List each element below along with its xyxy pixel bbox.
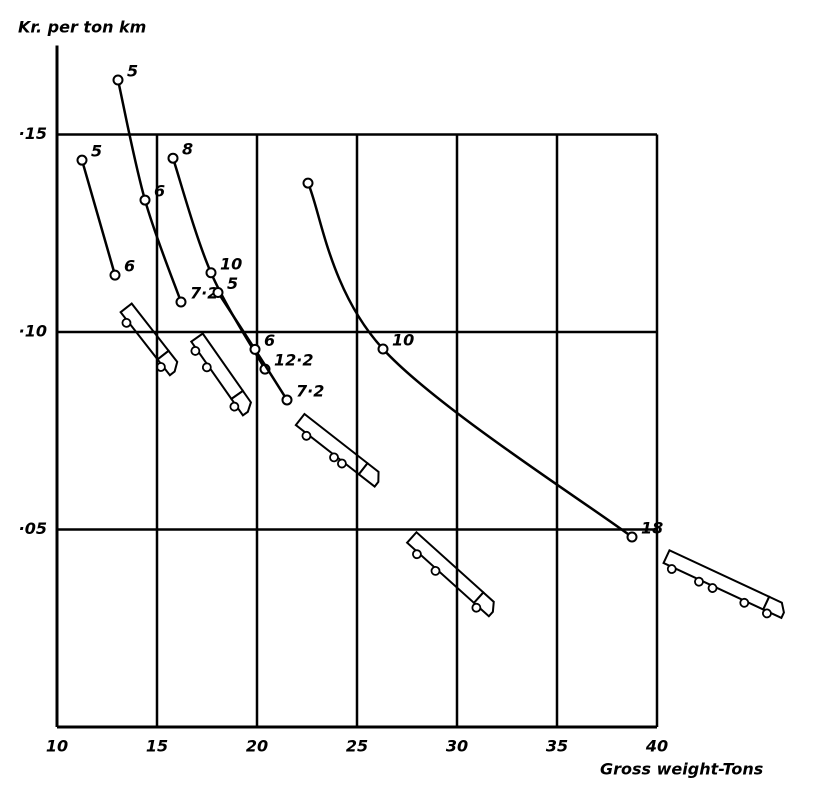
y-tick-label: ·05	[19, 519, 47, 538]
point-label: 5	[91, 142, 102, 161]
point-label: 6	[154, 182, 165, 201]
y-tick-label: ·15	[19, 124, 47, 143]
data-point	[111, 271, 120, 280]
series-line	[82, 160, 115, 275]
x-tick-label: 25	[346, 737, 368, 756]
data-point	[78, 156, 87, 165]
data-point	[304, 179, 313, 188]
x-tick-label: 20	[246, 737, 268, 756]
point-label: 10	[392, 330, 414, 349]
data-point	[628, 533, 637, 542]
point-label: 6	[124, 257, 135, 276]
x-tick-label: 30	[446, 737, 468, 756]
data-point	[283, 395, 292, 404]
point-label: 8	[182, 140, 193, 159]
point-label: 10	[220, 254, 242, 273]
point-label: 5	[127, 61, 138, 80]
chart: Kr. per ton km Gross weight-Tons 10 15 20 2…	[0, 0, 818, 785]
x-tick-label: 15	[146, 737, 168, 756]
data-point	[169, 154, 178, 163]
data-point	[141, 196, 150, 205]
point-label: 6	[264, 331, 275, 350]
y-axis-title: Kr. per ton km	[18, 18, 146, 37]
data-point	[114, 75, 123, 84]
data-point	[207, 268, 216, 277]
y-tick-label: ·10	[19, 322, 47, 341]
data-point	[214, 288, 223, 297]
data-point	[251, 345, 260, 354]
truck-icon	[116, 304, 181, 379]
truck-icons	[116, 304, 787, 624]
point-label: 7·2	[296, 381, 324, 400]
x-tick-label: 35	[546, 737, 568, 756]
point-label: 18	[641, 519, 663, 538]
data-point	[177, 297, 186, 306]
data-point	[379, 344, 388, 353]
series-line	[173, 158, 265, 369]
point-label: 5	[227, 274, 238, 293]
x-tick-label: 40	[645, 737, 668, 756]
truck-icon	[403, 532, 498, 620]
truck-icon	[292, 414, 383, 491]
x-tick-label: 10	[46, 737, 68, 756]
x-axis-title: Gross weight-Tons	[600, 760, 763, 779]
truck-icon	[186, 334, 254, 419]
truck-icon	[661, 550, 787, 623]
point-label: 12·2	[274, 351, 313, 370]
